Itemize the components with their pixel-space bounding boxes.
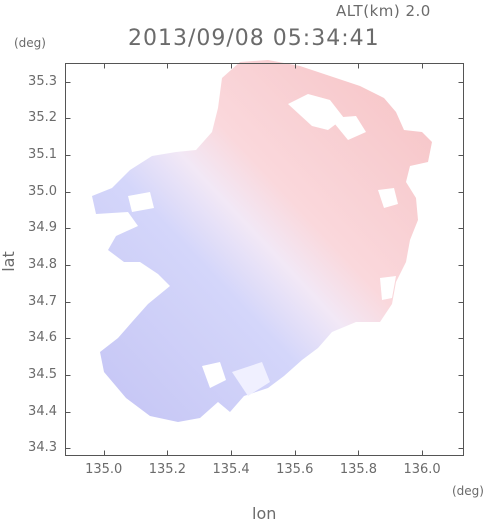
y-tick-label: 35.2	[28, 110, 57, 126]
x-unit-label: (deg)	[452, 484, 484, 498]
x-tick-label: 135.6	[276, 462, 314, 477]
velocity-field	[92, 60, 432, 422]
y-tick-label: 34.8	[28, 256, 57, 272]
y-tick-label: 34.3	[28, 440, 57, 456]
y-tick-label: 34.6	[28, 330, 57, 346]
y-tick-label: 34.7	[28, 293, 57, 309]
y-tick-label: 34.5	[28, 366, 57, 382]
y-tick-label: 34.9	[28, 220, 57, 236]
x-tick-label: 135.4	[212, 462, 250, 477]
axis-tick-marks	[65, 63, 464, 456]
y-tick-label: 34.4	[28, 403, 57, 419]
x-tick-label: 135.2	[148, 462, 186, 477]
x-tick-label: 136.0	[403, 462, 441, 477]
y-tick-label: 35.3	[28, 73, 57, 89]
timestamp-title: 2013/09/08 05:34:41	[128, 26, 380, 51]
y-tick-label: 35.0	[28, 183, 57, 199]
y-tick-label: 35.1	[28, 147, 57, 163]
x-axis-label: lon	[252, 504, 277, 523]
altitude-label: ALT(km) 2.0	[336, 2, 431, 20]
map-frame	[65, 63, 464, 456]
y-unit-label: (deg)	[14, 36, 46, 50]
x-tick-label: 135.0	[85, 462, 123, 477]
x-tick-label: 135.8	[339, 462, 378, 477]
